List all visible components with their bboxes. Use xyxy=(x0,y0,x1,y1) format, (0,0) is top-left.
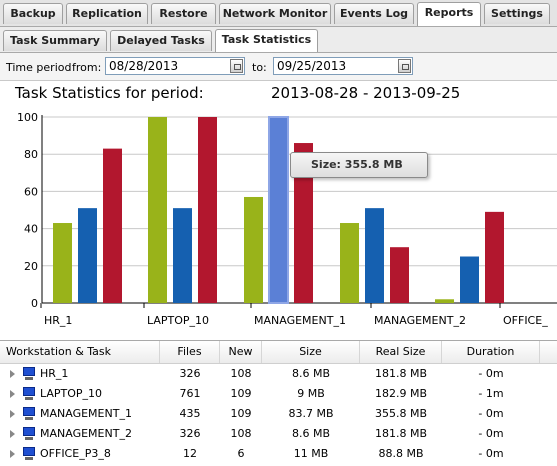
cell-real-size: 181.8 MB xyxy=(374,367,428,380)
workstation-name: LAPTOP_10 xyxy=(40,387,103,400)
column-header-new[interactable]: New xyxy=(220,341,262,363)
cell-real-size: 181.8 MB xyxy=(374,427,428,440)
main-tab-bar: Backup Replication Restore Network Monit… xyxy=(0,0,557,27)
cell-real-size: 88.8 MB xyxy=(378,447,424,460)
cell-duration: - 0m xyxy=(478,367,504,380)
cell-new: 108 xyxy=(230,367,252,380)
from-date-value: 08/28/2013 xyxy=(109,59,179,73)
cell-size: 83.7 MB xyxy=(288,407,334,420)
cell-files: 435 xyxy=(179,407,201,420)
workstation-name: MANAGEMENT_2 xyxy=(40,427,132,440)
column-header-duration[interactable]: Duration xyxy=(442,341,540,363)
tab-restore[interactable]: Restore xyxy=(151,3,216,24)
workstation-name: MANAGEMENT_1 xyxy=(40,407,132,420)
report-tab-bar: Task Summary Delayed Tasks Task Statisti… xyxy=(0,27,557,53)
table-row[interactable]: MANAGEMENT_1 435 109 83.7 MB 355.8 MB - 0m xyxy=(0,404,557,424)
table-row[interactable]: OFFICE_P3_8 12 6 11 MB 88.8 MB - 0m xyxy=(0,444,557,464)
table-row[interactable]: MANAGEMENT_2 326 108 8.6 MB 181.8 MB - 0m xyxy=(0,424,557,444)
to-date-field[interactable]: 09/25/2013 xyxy=(273,57,413,75)
to-date-value: 09/25/2013 xyxy=(277,59,347,73)
cell-files: 12 xyxy=(183,447,197,460)
computer-icon xyxy=(22,387,36,401)
cell-files: 326 xyxy=(179,367,201,380)
tab-delayed-tasks[interactable]: Delayed Tasks xyxy=(110,30,212,51)
cell-new: 6 xyxy=(237,447,245,460)
bar-tooltip: Size: 355.8 MB xyxy=(290,152,428,178)
cell-real-size: 182.9 MB xyxy=(374,387,428,400)
column-header-size[interactable]: Size xyxy=(262,341,360,363)
cell-size: 9 MB xyxy=(297,387,325,400)
calendar-icon[interactable] xyxy=(398,59,411,73)
tab-events-log[interactable]: Events Log xyxy=(334,3,414,24)
chart-panel: Task Statistics for period: 2013-08-28 -… xyxy=(0,80,557,339)
table-row[interactable]: HR_1 326 108 8.6 MB 181.8 MB - 0m xyxy=(0,364,557,384)
computer-icon xyxy=(22,447,36,461)
column-header-spacer xyxy=(540,341,557,363)
time-period-filter: Time period from: 08/28/2013 to: 09/25/2… xyxy=(0,53,557,80)
cell-files: 761 xyxy=(179,387,201,400)
cell-new: 108 xyxy=(230,427,252,440)
expand-arrow-icon[interactable] xyxy=(10,450,15,458)
from-label: from: xyxy=(72,61,102,74)
cell-new: 109 xyxy=(230,387,252,400)
cell-size: 8.6 MB xyxy=(291,367,331,380)
cell-duration: - 0m xyxy=(478,427,504,440)
cell-size: 11 MB xyxy=(293,447,329,460)
computer-icon xyxy=(22,427,36,441)
cell-duration: - 1m xyxy=(478,387,504,400)
tab-backup[interactable]: Backup xyxy=(3,3,63,24)
column-header-files[interactable]: Files xyxy=(160,341,220,363)
workstation-name: OFFICE_P3_8 xyxy=(40,447,111,460)
cell-duration: - 0m xyxy=(478,407,504,420)
tab-task-statistics[interactable]: Task Statistics xyxy=(215,29,318,52)
expand-arrow-icon[interactable] xyxy=(10,430,15,438)
cell-new: 109 xyxy=(230,407,252,420)
chart-title: Task Statistics for period: xyxy=(15,84,204,102)
cell-duration: - 0m xyxy=(478,447,504,460)
column-header-workstation[interactable]: Workstation & Task xyxy=(0,341,160,363)
cell-real-size: 355.8 MB xyxy=(374,407,428,420)
table-row[interactable]: LAPTOP_10 761 109 9 MB 182.9 MB - 1m xyxy=(0,384,557,404)
tab-reports[interactable]: Reports xyxy=(417,2,481,26)
tab-settings[interactable]: Settings xyxy=(484,3,550,24)
tab-task-summary[interactable]: Task Summary xyxy=(3,30,107,51)
expand-arrow-icon[interactable] xyxy=(10,390,15,398)
calendar-icon[interactable] xyxy=(230,59,243,73)
computer-icon xyxy=(22,407,36,421)
time-period-label: Time period xyxy=(6,61,72,74)
statistics-table: Workstation & Task Files New Size Real S… xyxy=(0,340,557,466)
to-label: to: xyxy=(252,61,267,74)
computer-icon xyxy=(22,367,36,381)
tab-replication[interactable]: Replication xyxy=(66,3,148,24)
tab-network-monitor[interactable]: Network Monitor xyxy=(219,3,331,24)
column-header-real-size[interactable]: Real Size xyxy=(360,341,442,363)
chart-period: 2013-08-28 - 2013-09-25 xyxy=(271,84,461,102)
from-date-field[interactable]: 08/28/2013 xyxy=(105,57,245,75)
workstation-name: HR_1 xyxy=(40,367,69,380)
expand-arrow-icon[interactable] xyxy=(10,370,15,378)
cell-files: 326 xyxy=(179,427,201,440)
expand-arrow-icon[interactable] xyxy=(10,410,15,418)
table-header: Workstation & Task Files New Size Real S… xyxy=(0,341,557,364)
cell-size: 8.6 MB xyxy=(291,427,331,440)
